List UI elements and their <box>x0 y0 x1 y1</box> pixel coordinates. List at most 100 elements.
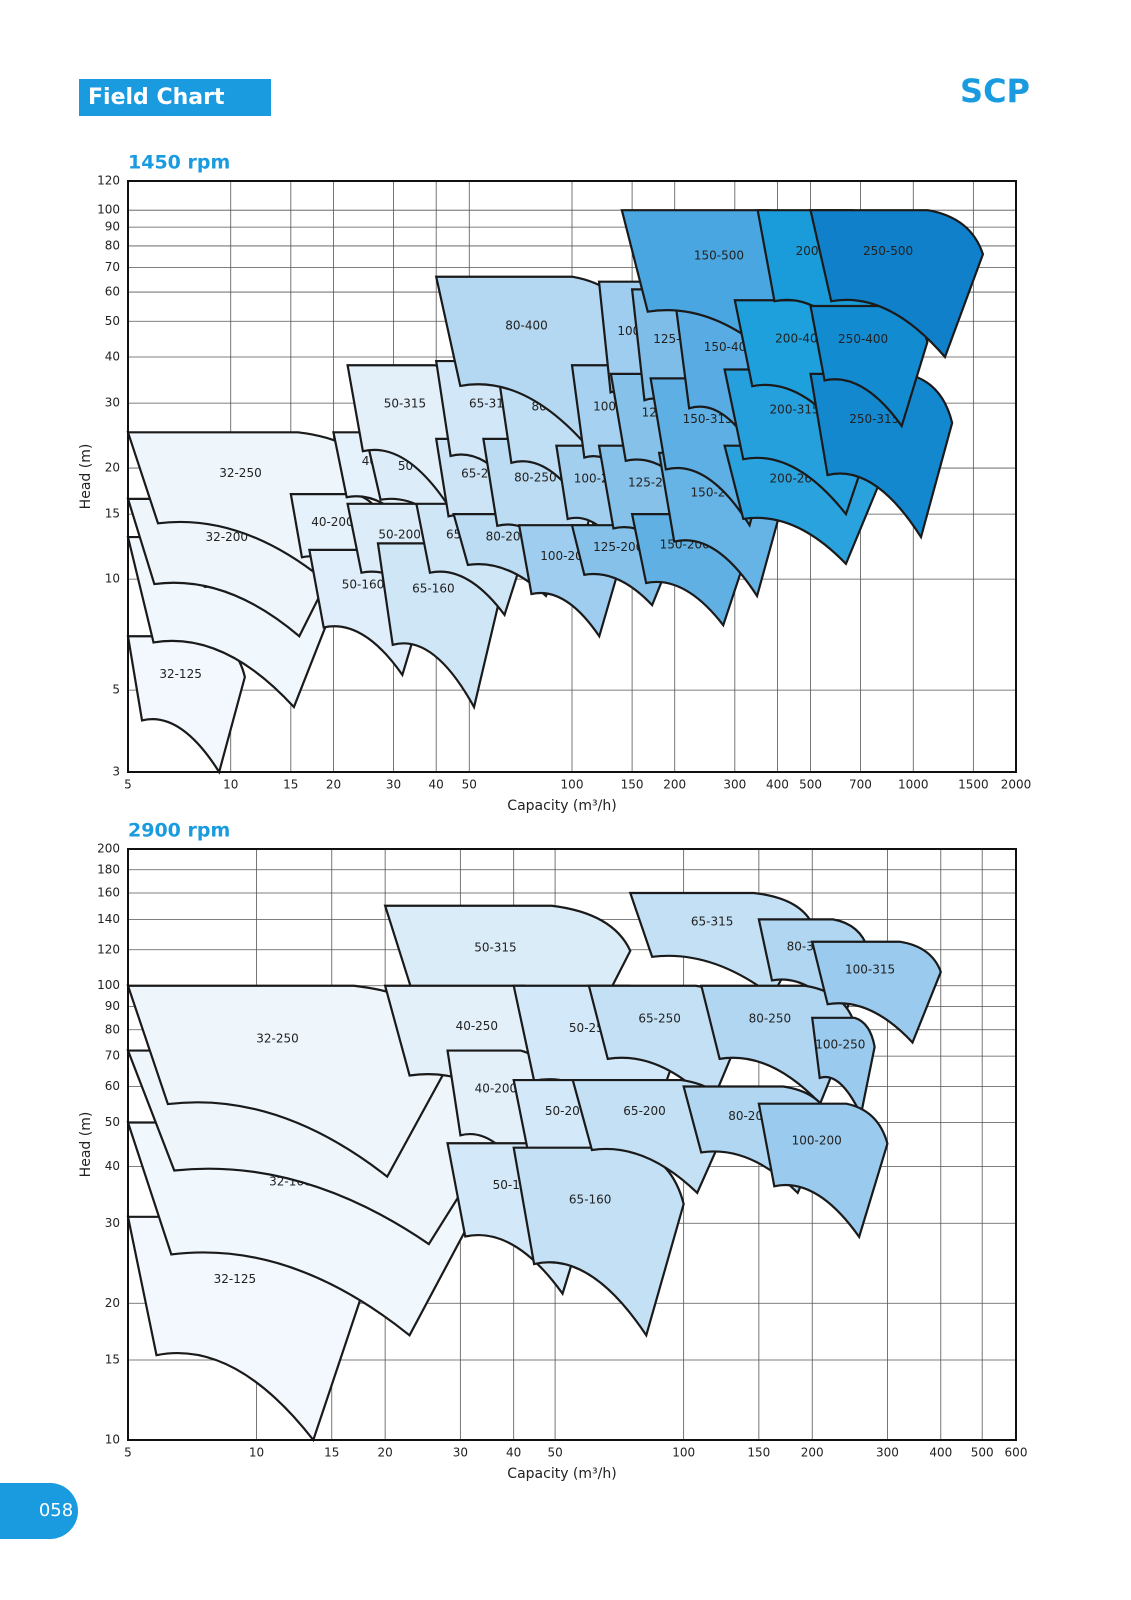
pump-field <box>757 1102 889 1240</box>
x-tick-label: 5 <box>124 1446 132 1460</box>
y-tick-label: 160 <box>97 886 120 900</box>
y-tick-label: 140 <box>97 912 120 926</box>
field-label: 32-250 <box>256 1032 299 1046</box>
x-tick-label: 1000 <box>898 778 929 792</box>
y-tick-label: 90 <box>105 220 120 234</box>
y-axis-label: Head (m) <box>78 1112 94 1178</box>
field-label: 80-250 <box>749 1011 792 1025</box>
x-tick-label: 15 <box>283 778 298 792</box>
x-tick-label: 150 <box>621 778 644 792</box>
field-label: 150-315 <box>683 412 733 426</box>
y-tick-label: 50 <box>105 314 120 328</box>
y-tick-label: 10 <box>105 1433 120 1447</box>
x-tick-label: 200 <box>801 1446 824 1460</box>
x-tick-label: 500 <box>799 778 822 792</box>
y-tick-label: 120 <box>97 942 120 956</box>
field-label: 40-200 <box>311 515 354 529</box>
plot-frame <box>127 180 1017 773</box>
field-label: 65-315 <box>469 396 512 410</box>
pump-field <box>809 372 954 540</box>
y-tick-label: 50 <box>105 1115 120 1129</box>
y-tick-label: 5 <box>112 683 120 697</box>
y-tick-label: 90 <box>105 999 120 1013</box>
field-label: 50-200 <box>545 1104 588 1118</box>
field-label: 65-315 <box>691 914 734 928</box>
field-label: 50-315 <box>474 940 517 954</box>
field-label: 32-200 <box>206 530 249 544</box>
x-tick-label: 100 <box>561 778 584 792</box>
pump-field <box>809 209 985 360</box>
header-bar <box>79 79 271 116</box>
x-tick-label: 300 <box>723 778 746 792</box>
field-label: 32-125 <box>159 667 202 681</box>
y-tick-label: 120 <box>97 174 120 188</box>
y-tick-label: 10 <box>105 572 120 586</box>
x-tick-label: 700 <box>849 778 872 792</box>
x-tick-label: 10 <box>249 1446 264 1460</box>
y-tick-label: 20 <box>105 1296 120 1310</box>
x-tick-label: 5 <box>124 778 132 792</box>
x-tick-label: 50 <box>462 778 477 792</box>
y-tick-label: 40 <box>105 350 120 364</box>
field-label: 50-315 <box>384 397 427 411</box>
x-tick-label: 100 <box>672 1446 695 1460</box>
header-title: Field Chart <box>88 85 225 110</box>
field-label: 80-400 <box>505 319 548 333</box>
field-label: 250-400 <box>838 332 888 346</box>
x-tick-label: 600 <box>1005 1446 1028 1460</box>
y-tick-label: 20 <box>105 461 120 475</box>
y-tick-label: 70 <box>105 260 120 274</box>
field-label: 250-500 <box>863 244 913 258</box>
x-tick-label: 150 <box>747 1446 770 1460</box>
field-label: 250-315 <box>849 412 899 426</box>
x-tick-label: 200 <box>663 778 686 792</box>
y-tick-label: 100 <box>97 203 120 217</box>
y-tick-label: 100 <box>97 978 120 992</box>
x-tick-label: 10 <box>223 778 238 792</box>
pump-field <box>810 940 942 1045</box>
y-tick-label: 3 <box>112 765 120 779</box>
x-tick-label: 40 <box>429 778 444 792</box>
x-tick-label: 300 <box>876 1446 899 1460</box>
field-label: 50-200 <box>378 527 421 541</box>
y-tick-label: 60 <box>105 285 120 299</box>
y-tick-label: 30 <box>105 1216 120 1230</box>
field-label: 150-500 <box>694 249 744 263</box>
y-tick-label: 15 <box>105 1353 120 1367</box>
field-label: 200-315 <box>770 403 820 417</box>
x-tick-label: 20 <box>377 1446 392 1460</box>
y-tick-label: 80 <box>105 238 120 252</box>
brand: SCP <box>960 72 1030 110</box>
y-tick-label: 15 <box>105 507 120 521</box>
x-tick-label: 1500 <box>958 778 989 792</box>
field-label: 100-200 <box>792 1133 842 1147</box>
plot-frame <box>127 848 1017 1441</box>
x-tick-label: 30 <box>386 778 401 792</box>
y-tick-label: 70 <box>105 1049 120 1063</box>
field-label: 150-400 <box>704 340 754 354</box>
x-tick-label: 500 <box>971 1446 994 1460</box>
field-label: 65-250 <box>638 1011 681 1025</box>
x-tick-label: 40 <box>506 1446 521 1460</box>
page-number: 058 <box>39 1500 73 1521</box>
field-label: 65-160 <box>412 582 455 596</box>
y-tick-label: 80 <box>105 1022 120 1036</box>
field-label: 32-250 <box>219 466 262 480</box>
field-label: 40-200 <box>475 1081 518 1095</box>
y-tick-label: 40 <box>105 1159 120 1173</box>
x-axis-label: Capacity (m³/h) <box>507 1466 616 1482</box>
field-label: 100-315 <box>845 962 895 976</box>
field-label: 40-250 <box>456 1019 499 1033</box>
x-tick-label: 20 <box>326 778 341 792</box>
field-label: 50-160 <box>342 577 385 591</box>
y-tick-label: 180 <box>97 862 120 876</box>
y-tick-label: 30 <box>105 396 120 410</box>
x-tick-label: 30 <box>453 1446 468 1460</box>
page-tab <box>0 1483 78 1539</box>
x-tick-label: 50 <box>547 1446 562 1460</box>
field-label: 32-125 <box>214 1272 257 1286</box>
chart-title: 2900 rpm <box>128 820 230 842</box>
y-tick-label: 60 <box>105 1079 120 1093</box>
